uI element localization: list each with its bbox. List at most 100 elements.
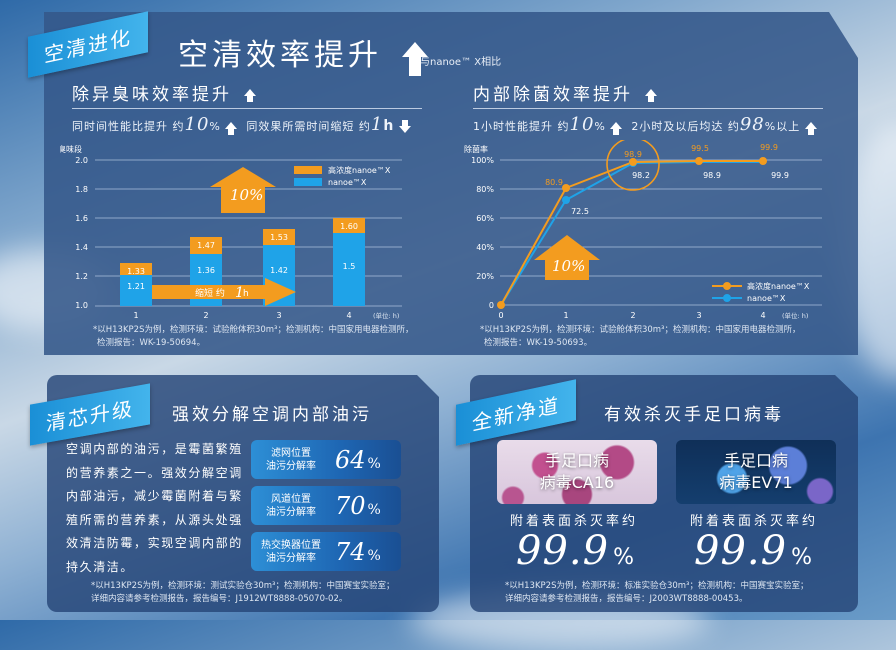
title-text: 空清效率提升 <box>178 38 382 73</box>
svg-text:60%: 60% <box>476 214 494 223</box>
svg-text:3: 3 <box>696 311 701 320</box>
rate-number: 64 <box>335 445 366 474</box>
svg-text:nanoe™X: nanoe™X <box>328 178 367 187</box>
divider <box>473 108 823 109</box>
sterilize-claims: 1小时性能提升 约10% 2小时及以后均达 约98%以上 <box>473 114 817 135</box>
oil-description: 空调内部的油污，是霉菌繁殖的营养素之一。强效分解空调内部油污，减少霉菌附着与繁殖… <box>66 442 243 574</box>
virus-name-line: 病毒CA16 <box>539 473 615 492</box>
svg-text:98.9: 98.9 <box>703 171 721 180</box>
rate-label-line: 油污分解率 <box>266 460 316 472</box>
svg-text:1.36: 1.36 <box>197 266 215 275</box>
sterilize-line-chart: 除菌率 100% 80% 60% 40% 20% 0 80.9 72.5 98.9 98.2… <box>464 140 822 320</box>
svg-text:1: 1 <box>563 311 568 320</box>
svg-text:1.47: 1.47 <box>197 241 215 250</box>
svg-text:h: h <box>243 289 249 299</box>
svg-text:80.9: 80.9 <box>545 178 563 187</box>
svg-text:4: 4 <box>760 311 765 320</box>
claim-value: 98 <box>739 114 765 135</box>
section-heading-sterilize: 内部除菌效率提升 <box>473 80 658 105</box>
svg-text:1.53: 1.53 <box>270 233 288 242</box>
svg-text:2.0: 2.0 <box>75 156 88 165</box>
rate-label-line: 热交换器位置 <box>261 539 321 551</box>
heading-text: 除异臭味效率提升 <box>72 85 232 105</box>
rate-box-duct: 风道位置 油污分解率 70% <box>251 486 401 525</box>
rate-unit: % <box>367 501 381 518</box>
svg-text:1.42: 1.42 <box>270 266 288 275</box>
footnote-line: *以H13KP2S为例，检测环境：试验舱体积30m³；检测机构：中国家用电器检测… <box>93 325 414 335</box>
rate-label-line: 滤网位置 <box>271 447 311 459</box>
rate-label-line: 风道位置 <box>271 493 311 505</box>
claim-unit: % <box>209 120 221 133</box>
svg-text:1.0: 1.0 <box>75 301 88 310</box>
svg-text:(单位: h): (单位: h) <box>373 311 399 320</box>
svg-text:99.9: 99.9 <box>771 171 789 180</box>
svg-text:40%: 40% <box>476 243 494 252</box>
svg-text:(单位: h): (单位: h) <box>782 311 808 320</box>
svg-text:2: 2 <box>630 311 635 320</box>
svg-text:4: 4 <box>346 311 351 320</box>
kill-rate-number: 99.9 <box>694 528 788 574</box>
svg-text:20%: 20% <box>476 272 494 281</box>
svg-text:99.5: 99.5 <box>691 144 709 153</box>
claim-unit: h <box>383 118 395 134</box>
claim-text: 同效果所需时间缩短 约 <box>246 120 371 133</box>
svg-text:80%: 80% <box>476 185 494 194</box>
svg-text:1.21: 1.21 <box>127 282 145 291</box>
divider <box>72 108 422 109</box>
svg-text:1: 1 <box>235 285 244 301</box>
svg-text:1.5: 1.5 <box>343 262 356 271</box>
oil-footnote: *以H13KP2S为例，检测环境：测试实验仓30m³；检测机构：中国赛宝实验室；… <box>91 580 394 606</box>
kill-rate-number: 99.9 <box>516 528 610 574</box>
heading-text: 内部除菌效率提升 <box>473 85 633 105</box>
arrow-up-icon <box>225 122 238 135</box>
arrow-up-icon <box>804 122 817 135</box>
rate-box-filter: 滤网位置 油污分解率 64% <box>251 440 401 479</box>
arrow-up-icon <box>401 42 428 76</box>
kill-rate-ev71: 99.9% <box>694 528 813 574</box>
claim-text: 同时间性能比提升 约 <box>72 120 185 133</box>
svg-text:1.8: 1.8 <box>75 185 88 194</box>
virus-name-line: 手足口病 <box>544 451 609 470</box>
footnote-line: 详细内容请参考检测报告，报告编号：J2003WT8888-00453。 <box>505 594 748 604</box>
rate-label: 风道位置 油污分解率 <box>251 493 331 519</box>
svg-text:nanoe™X: nanoe™X <box>747 294 786 303</box>
svg-text:98.9: 98.9 <box>624 150 642 159</box>
svg-text:臭味段: 臭味段 <box>60 144 82 154</box>
svg-text:10%: 10% <box>230 186 263 204</box>
svg-text:高浓度nanoe™X: 高浓度nanoe™X <box>328 165 391 175</box>
footnote-line: 检测报告：WK-19-50693。 <box>484 338 593 348</box>
svg-text:1: 1 <box>133 311 138 320</box>
odor-footnote: *以H13KP2S为例，检测环境：试验舱体积30m³；检测机构：中国家用电器检测… <box>93 324 413 350</box>
arrow-down-icon <box>398 126 411 133</box>
svg-text:0: 0 <box>498 311 503 320</box>
claim-value: 10 <box>184 114 210 135</box>
svg-text:0: 0 <box>489 301 494 310</box>
claim-unit: % <box>594 120 606 133</box>
svg-text:2: 2 <box>203 311 208 320</box>
arrow-up-icon <box>244 89 257 102</box>
svg-text:72.5: 72.5 <box>571 207 589 216</box>
comparison-subtitle: 与nanoe™ X相比 <box>420 57 502 68</box>
arrow-up-icon <box>645 89 658 102</box>
claim-value: 10 <box>569 114 595 135</box>
claim-unit: %以上 <box>764 120 801 133</box>
virus-title: 有效杀灭手足口病毒 <box>604 405 784 425</box>
page-title: 空清效率提升 <box>178 30 428 76</box>
svg-text:100%: 100% <box>471 156 494 165</box>
footnote-line: *以H13KP2S为例，检测环境：测试实验仓30m³；检测机构：中国赛宝实验室； <box>91 581 395 591</box>
rate-number: 70 <box>335 491 366 520</box>
rate-label: 热交换器位置 油污分解率 <box>251 539 331 565</box>
odor-claims: 同时间性能比提升 约10% 同效果所需时间缩短 约1h <box>72 114 411 135</box>
footnote-line: 详细内容请参考检测报告，报告编号：J1912WT8888-05070-02。 <box>91 594 348 604</box>
claim-text: 2小时及以后均达 约 <box>631 120 740 133</box>
rate-unit: % <box>367 455 381 472</box>
virus-image-ev71: 手足口病 病毒EV71 <box>676 440 836 504</box>
svg-text:高浓度nanoe™X: 高浓度nanoe™X <box>747 281 810 291</box>
kill-rate-unit: % <box>791 545 813 570</box>
rate-value: 64% <box>335 446 381 474</box>
section-heading-odor: 除异臭味效率提升 <box>72 80 257 105</box>
svg-text:99.9: 99.9 <box>760 143 778 152</box>
svg-text:3: 3 <box>276 311 281 320</box>
kill-rate-label: 附着表面杀灭率约 <box>690 514 819 529</box>
svg-text:1.6: 1.6 <box>75 214 88 223</box>
